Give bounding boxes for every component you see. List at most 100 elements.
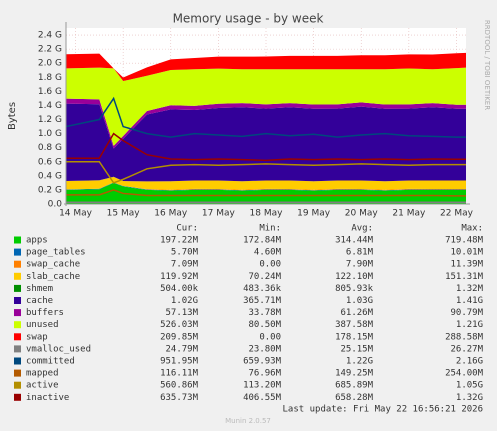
legend-stat: 80.50M xyxy=(248,320,281,330)
legend-label: mapped xyxy=(26,369,59,379)
legend-stat: 288.58M xyxy=(445,332,484,342)
legend-stat: 7.09M xyxy=(171,260,199,270)
stat-header: Cur: xyxy=(176,224,198,234)
legend-swatch xyxy=(14,248,21,256)
x-tick-label: 16 May xyxy=(154,209,188,219)
legend-stat: 26.27M xyxy=(450,344,483,354)
legend-swatch xyxy=(14,272,21,280)
legend-stat: 61.26M xyxy=(340,308,373,318)
plot xyxy=(65,52,466,204)
legend-stat: 76.96M xyxy=(248,369,281,379)
legend-stat: 0.00 xyxy=(259,332,281,342)
legend-stat: 635.73M xyxy=(160,393,199,403)
line xyxy=(66,132,466,162)
x-tick-label: 21 May xyxy=(392,209,426,219)
legend-stat: 57.13M xyxy=(165,308,198,318)
area xyxy=(66,98,466,149)
x-tick-label: 19 May xyxy=(297,209,331,219)
legend-stat: 70.24M xyxy=(248,272,281,282)
legend-label: active xyxy=(26,381,59,391)
y-tick-label: 0.8 G xyxy=(38,143,62,153)
x-tick-label: 22 May xyxy=(440,209,474,219)
legend-stat: 1.32G xyxy=(456,393,483,403)
legend-stat: 1.22G xyxy=(346,357,373,367)
legend-swatch xyxy=(14,333,21,341)
legend-stat: 365.71M xyxy=(243,296,282,306)
legend-stat: 1.21G xyxy=(456,320,483,330)
x-tick-label: 20 May xyxy=(345,209,379,219)
legend-stat: 23.80M xyxy=(248,344,281,354)
legend-stat: 504.00k xyxy=(160,284,199,294)
y-tick-label: 1.6 G xyxy=(38,87,62,97)
y-tick-label: 0.6 G xyxy=(38,157,62,167)
stat-header: Min: xyxy=(259,224,281,234)
legend-stat: 149.25M xyxy=(335,369,374,379)
x-tick-label: 18 May xyxy=(250,209,284,219)
legend-label: apps xyxy=(26,236,48,246)
last-update: Last update: Fri May 22 16:56:21 2026 xyxy=(283,405,483,415)
legend-stat: 1.03G xyxy=(346,296,373,306)
legend-stat: 719.48M xyxy=(445,236,484,246)
legend-swatch xyxy=(14,345,21,353)
legend-stat: 33.78M xyxy=(248,308,281,318)
legend-swatch xyxy=(14,381,21,389)
x-tick-label: 17 May xyxy=(202,209,236,219)
legend-stat: 6.81M xyxy=(346,248,374,258)
y-tick-label: 0.4 G xyxy=(38,171,62,181)
y-tick-label: 1.2 G xyxy=(38,115,62,125)
chart-title: Memory usage - by week xyxy=(173,12,324,26)
legend-label: committed xyxy=(26,357,75,367)
legend-stat: 526.03M xyxy=(160,320,199,330)
footer: Munin 2.0.57 xyxy=(225,417,271,425)
area xyxy=(66,182,466,204)
legend-stat: 119.92M xyxy=(160,272,199,282)
legend-stat: 151.31M xyxy=(445,272,484,282)
legend-stat: 172.84M xyxy=(243,236,282,246)
legend-stat: 560.86M xyxy=(160,381,199,391)
legend-stat: 25.15M xyxy=(340,344,373,354)
legend-stat: 0.00 xyxy=(259,260,281,270)
legend-swatch xyxy=(14,321,21,329)
legend-label: swap_cache xyxy=(26,260,80,270)
legend-stat: 209.85M xyxy=(160,332,199,342)
legend-stat: 406.55M xyxy=(243,393,282,403)
area xyxy=(66,182,466,191)
stat-header: Avg: xyxy=(351,224,373,234)
legend-stat: 10.01M xyxy=(450,248,483,258)
legend-stat: 113.20M xyxy=(243,381,282,391)
legend-swatch xyxy=(14,357,21,365)
legend-stat: 116.11M xyxy=(160,369,199,379)
legend-label: buffers xyxy=(26,308,64,318)
area xyxy=(66,182,466,191)
legend-label: slab_cache xyxy=(26,272,80,282)
legend-stat: 951.95M xyxy=(160,357,199,367)
legend-swatch xyxy=(14,284,21,292)
legend-swatch xyxy=(14,236,21,244)
legend-stat: 11.39M xyxy=(450,260,483,270)
legend-stat: 122.10M xyxy=(335,272,374,282)
y-axis-label: Bytes xyxy=(7,102,18,130)
legend-swatch xyxy=(14,393,21,401)
y-tick-label: 2.4 G xyxy=(38,31,62,41)
legend-stat: 805.93k xyxy=(335,284,374,294)
y-tick-label: 2.2 G xyxy=(38,45,62,55)
legend-label: inactive xyxy=(26,393,69,403)
y-tick-label: 1.8 G xyxy=(38,73,62,83)
legend-stat: 314.44M xyxy=(335,236,374,246)
line xyxy=(66,161,466,184)
legend-stat: 5.70M xyxy=(171,248,199,258)
legend-label: cache xyxy=(26,296,53,306)
legend-stat: 197.22M xyxy=(160,236,199,246)
area xyxy=(66,103,466,182)
axes: 0.0 0.2 G 0.4 G 0.6 G 0.8 G 1.0 G 1.2 G 1.4 G 1.… xyxy=(38,22,474,219)
area xyxy=(66,176,466,190)
area xyxy=(66,67,466,146)
legend-stat: 7.90M xyxy=(346,260,374,270)
legend-stat: 659.93M xyxy=(243,357,282,367)
legend-label: unused xyxy=(26,320,59,330)
legend-label: page_tables xyxy=(26,248,86,258)
area xyxy=(66,176,466,182)
legend-stat: 1.41G xyxy=(456,296,483,306)
legend-label: shmem xyxy=(26,284,53,294)
legend-stat: 1.02G xyxy=(171,296,198,306)
